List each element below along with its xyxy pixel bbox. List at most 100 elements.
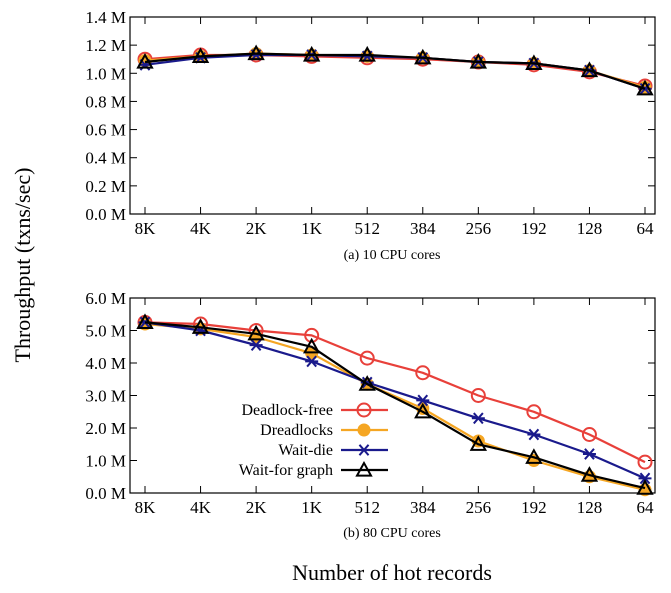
panel-b-xtick-label: 128 [577,498,603,517]
panel-b-series-0-point [526,404,542,420]
panel-a-xtick-label: 2K [246,219,268,238]
panel-b-series-3-line [144,321,646,490]
panel-b-series-3-point [247,324,265,341]
panel-b-series-3 [136,313,654,495]
panel-b-series-3-point [580,466,599,482]
legend-label: Dreadlocks [260,422,333,439]
panel-a-series-3-point [636,79,654,96]
panel-b-ytick-label: 4.0 M [85,354,126,373]
legend-label: Deadlock-free [242,402,334,419]
legend-swatch-marker [357,444,371,456]
panel-b-ytick-label: 2.0 M [85,419,126,438]
panel-b-ytick-label: 3.0 M [85,387,126,406]
legend-swatch-marker [357,423,371,437]
panel-b-xtick-label: 256 [466,498,492,517]
panel-b-xtick-label: 2K [246,498,268,517]
panel-b-series-2-line [144,321,646,480]
panel-b-series-0-point [637,454,653,470]
y-axis-label: Throughput (txns/sec) [10,168,35,363]
panel-b-xtick-label: 4K [190,498,212,517]
panel-a-caption: (a) 10 CPU cores [344,248,441,263]
panel-b-series-3-point [191,318,210,334]
panel-a-xtick-label: 192 [521,219,547,238]
panel-a-series-3-line [144,52,646,90]
panel-a-xtick-label: 64 [637,219,655,238]
panel-b-series-2-point [305,355,319,368]
panel-b-series-1-line [144,322,646,491]
panel-b-series-0-line [144,321,646,464]
panel-b-series-2-point [527,428,541,441]
panel-b-series-0 [137,314,653,470]
legend-item: Wait-for graph [239,460,388,479]
panel-a-series-3-point [136,52,154,69]
panel-b-series-2-point [638,472,652,485]
panel-b-ytick-label: 1.0 M [85,452,126,471]
panel-b-series-3-point [525,448,543,464]
legend-item: Dreadlocks [260,422,388,439]
panel-b-xtick-label: 384 [410,498,436,517]
panel-b-caption: (b) 80 CPU cores [343,526,441,541]
panel-b-series-0-point [415,365,431,381]
panel-a-xtick-label: 128 [577,219,603,238]
panel-b-series-3-point [136,313,154,329]
legend-label: Wait-die [278,442,333,459]
panel-a-ytick-label: 0.2 M [85,177,126,196]
panel-b-xtick-label: 512 [354,498,380,517]
panel-a-xtick-label: 4K [190,219,212,238]
panel-b-series-0-point [359,350,375,366]
panel-b-series-3-point [358,375,376,391]
panel-a-ytick-label: 1.0 M [85,64,126,83]
panel-b-series-2-point [471,412,485,425]
panel-b-series-3-point [636,479,654,495]
panel-a-series-0-line [144,53,646,87]
panel-a-ytick-label: 0.0 M [85,205,126,224]
panel-b-ytick-label: 5.0 M [85,322,126,341]
panel-b-series-0-point [581,427,597,442]
panel-a-frame [129,16,656,215]
panel-b-xtick-label: 192 [521,498,547,517]
panel-b-plot: 0.0 M 1.0 M 2.0 M 3.0 M 4.0 M 5.0 M 6.0 M 8K 4K 2… [85,289,656,517]
legend-swatch-marker [356,402,372,418]
panel-a-xtick-label: 384 [410,219,436,238]
panel-a-series-3-point [191,47,210,63]
panel-b-series-2-point [416,394,430,407]
panel-a-ytick-label: 1.4 M [85,8,126,27]
panel-a-xtick-label: 512 [354,219,380,238]
panel-a-ytick-label: 0.6 M [85,121,126,140]
panel-b-xtick-label: 64 [637,498,655,517]
panel-a-xtick-label: 256 [466,219,492,238]
legend-label: Wait-for graph [239,462,333,479]
legend-item: Wait-die [278,442,388,459]
legend-item: Deadlock-free [242,402,388,419]
panel-b-xtick-label: 8K [135,498,157,517]
panel-a-10-cores: 0.0 M 0.2 M 0.4 M 0.6 M 0.8 M 1.0 M 1.2 M 1.4 M… [85,8,656,263]
panel-a-series-3-point [414,48,432,65]
panel-b-series-3-point [302,337,321,354]
legend: Deadlock-free Dreadlocks Wait-die Wait-for … [239,402,388,479]
panel-a-series-3-point [525,54,543,71]
panel-a-series-2-line [144,53,646,90]
panel-b-xtick-label: 1K [301,498,323,517]
panel-b-series-2-point [582,448,596,460]
panel-b-ytick-label: 0.0 M [85,484,126,503]
x-axis-label: Number of hot records [292,560,492,585]
panel-a-series-3-point [358,45,376,62]
panel-a-plot: 0.0 M 0.2 M 0.4 M 0.6 M 0.8 M 1.0 M 1.2 M 1.4 M… [85,8,656,238]
panel-a-ytick-label: 0.8 M [85,92,126,111]
panel-a-xtick-label: 8K [135,219,157,238]
panel-b-ytick-label: 6.0 M [85,289,126,308]
panel-b-80-cores: 0.0 M 1.0 M 2.0 M 3.0 M 4.0 M 5.0 M 6.0 M 8K 4K 2… [85,289,656,541]
panel-b-series-2-point [249,339,263,351]
panel-b-series-0-point [470,388,486,403]
panel-b-series-2 [138,316,652,485]
panel-a-xtick-label: 1K [301,219,323,238]
panel-a-ytick-label: 1.2 M [85,36,126,55]
panel-a-series-3-point [580,61,599,78]
panel-a-ytick-label: 0.4 M [85,149,126,168]
panel-b-series-0-point [304,327,320,343]
panel-a-series-3 [136,44,654,96]
panel-a-series-3-point [302,45,321,62]
panel-b-series-3-point [414,402,432,419]
panel-a-series-3-point [469,52,488,69]
